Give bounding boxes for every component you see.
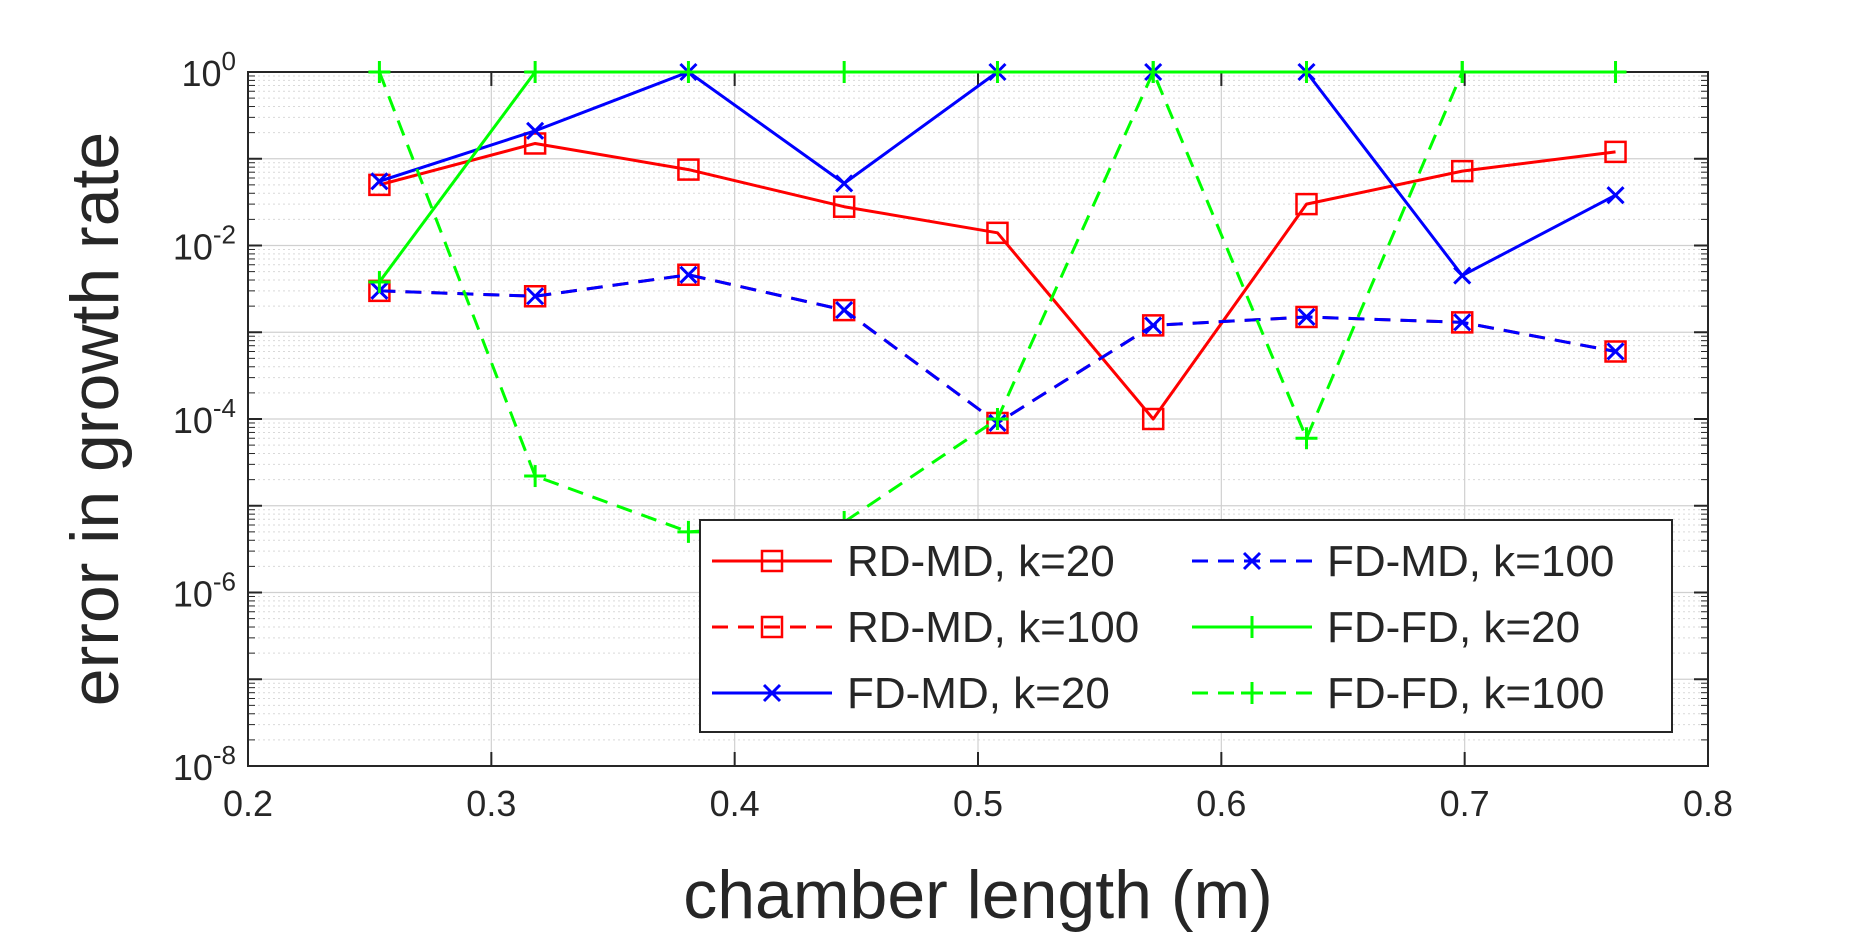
series-0 <box>368 132 1627 431</box>
y-tick-label: 100 <box>181 46 236 94</box>
x-tick-label: 0.3 <box>466 783 516 824</box>
legend: RD-MD, k=20 FD-MD, k=100 RD-MD, k=100 FD-FD… <box>699 519 1673 733</box>
data-point-plus-marker <box>1295 427 1318 450</box>
data-point-plus-marker <box>986 61 1009 83</box>
data-point-square-marker <box>1141 407 1165 431</box>
data-point-x-marker <box>1606 342 1625 361</box>
y-tick-label: 10-2 <box>173 220 236 268</box>
data-point-plus-marker <box>524 465 547 488</box>
data-point-plus-marker <box>1295 61 1318 83</box>
data-point-plus-marker <box>677 61 700 83</box>
legend-item: FD-MD, k=100 <box>1192 537 1614 586</box>
data-point-x-marker <box>526 121 545 140</box>
data-point-x-marker <box>1242 551 1262 571</box>
data-point-square-marker <box>986 221 1009 245</box>
legend-label: RD-MD, k=100 <box>847 603 1139 652</box>
data-point-x-marker <box>526 287 545 306</box>
data-point-plus-marker <box>524 61 547 83</box>
data-point-x-marker <box>679 265 698 284</box>
data-point-x-marker <box>835 301 854 320</box>
y-tick-label: 10-6 <box>173 567 236 615</box>
legend-item: FD-FD, k=100 <box>1192 669 1605 718</box>
data-point-plus-marker <box>1142 61 1165 83</box>
x-tick-label: 0.4 <box>710 783 760 824</box>
data-point-plus-marker <box>1451 61 1474 83</box>
data-point-x-marker <box>762 683 782 703</box>
y-tick-label: 10-8 <box>173 740 236 788</box>
data-point-plus-marker <box>368 270 391 293</box>
data-point-square-marker <box>832 195 856 218</box>
legend-item: FD-MD, k=20 <box>712 669 1110 718</box>
data-point-x-marker <box>370 172 389 191</box>
data-point-square-marker <box>1141 314 1165 337</box>
data-point-square-marker <box>760 615 784 639</box>
legend-item: RD-MD, k=20 <box>712 537 1115 586</box>
data-point-x-marker <box>1606 186 1625 205</box>
legend-label: FD-FD, k=100 <box>1327 669 1605 718</box>
series-5 <box>368 61 1474 543</box>
data-point-x-marker <box>1144 316 1163 335</box>
y-tick-label: 10-4 <box>173 393 236 441</box>
data-point-x-marker <box>835 174 854 193</box>
data-point-square-marker <box>1295 192 1318 216</box>
x-tick-label: 0.7 <box>1440 783 1490 824</box>
data-point-square-marker <box>1450 159 1474 183</box>
x-axis-label: chamber length (m) <box>683 857 1273 933</box>
series-line <box>378 70 1464 534</box>
legend-item: RD-MD, k=100 <box>712 603 1139 652</box>
x-tick-label: 0.8 <box>1683 783 1733 824</box>
legend-label: FD-FD, k=20 <box>1327 603 1580 652</box>
legend-box <box>699 519 1673 733</box>
data-point-plus-marker <box>368 61 391 83</box>
data-point-square-marker <box>760 549 784 573</box>
data-point-x-marker <box>1297 307 1316 327</box>
x-tick-label: 0.5 <box>953 783 1003 824</box>
data-point-square-marker <box>368 173 391 197</box>
y-axis-label: error in growth rate <box>57 132 133 706</box>
data-point-plus-marker <box>1604 61 1627 83</box>
data-point-plus-marker <box>1241 682 1263 704</box>
data-point-plus-marker <box>1241 616 1263 638</box>
data-point-x-marker <box>1453 313 1472 332</box>
legend-item: FD-FD, k=20 <box>1192 603 1580 652</box>
data-point-square-marker <box>523 132 547 155</box>
legend-label: FD-MD, k=100 <box>1327 537 1614 586</box>
series-layer <box>368 61 1627 543</box>
data-point-square-marker <box>1450 311 1474 334</box>
legend-label: FD-MD, k=20 <box>847 669 1110 718</box>
axes: 0.2 0.3 0.4 0.5 0.6 0.7 0.8 10-8 10-6 10-4 10-2 100 <box>173 46 1733 824</box>
data-point-square-marker <box>1604 340 1627 363</box>
legend-label: RD-MD, k=20 <box>847 537 1115 586</box>
data-point-square-marker <box>677 158 700 181</box>
data-point-square-marker <box>1604 140 1627 164</box>
x-tick-label: 0.2 <box>223 783 273 824</box>
x-tick-label: 0.6 <box>1196 783 1246 824</box>
data-point-plus-marker <box>677 520 700 543</box>
data-point-plus-marker <box>833 61 856 83</box>
data-point-square-marker <box>832 298 856 322</box>
data-point-x-marker <box>1453 266 1472 285</box>
series-line <box>379 141 1616 421</box>
data-point-plus-marker <box>986 408 1009 430</box>
